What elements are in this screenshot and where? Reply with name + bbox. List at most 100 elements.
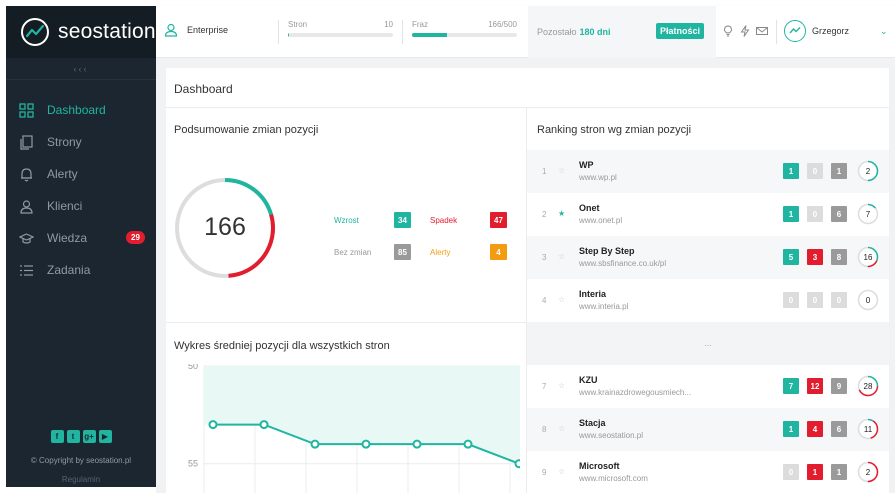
table-row[interactable]: 7 ☆ KZU www.krainazdrowegousmiech... 7 12 9 28 — [527, 365, 889, 408]
star-icon[interactable]: ☆ — [558, 467, 566, 476]
site-url: www.wp.pl — [579, 173, 617, 182]
dashboard-icon — [18, 102, 34, 118]
sidebar: seostation ‹‹‹ Dashboard Strony Alerty K… — [6, 6, 156, 487]
phrases-meter-fill — [412, 33, 447, 37]
user-menu[interactable]: Grzegorz ⌄ — [784, 20, 888, 42]
table-row[interactable]: 2 ★ Onet www.onet.pl 1 0 6 7 — [527, 193, 889, 236]
chart-point[interactable] — [310, 439, 320, 449]
star-icon[interactable]: ☆ — [558, 166, 566, 175]
site-url: www.microsoft.com — [579, 474, 648, 483]
stat-drop: Spadek — [430, 216, 457, 225]
sidebar-item-label: Alerty — [47, 167, 78, 181]
chart-point[interactable] — [361, 439, 371, 449]
phrases-ring — [857, 289, 879, 311]
sidebar-item-zadania[interactable]: Zadania — [6, 254, 156, 286]
ranking-gap: ... — [527, 322, 889, 365]
star-icon[interactable]: ★ — [558, 209, 566, 218]
drop-count: 3 — [807, 249, 823, 265]
site-name[interactable]: WP — [579, 160, 594, 170]
sidebar-item-strony[interactable]: Strony — [6, 126, 156, 158]
rank-number: 4 — [542, 296, 547, 305]
phrases-ring — [857, 246, 879, 268]
total-phrases: 2 — [865, 467, 871, 477]
average-position-line-chart: 50 55 — [188, 364, 521, 493]
drop-count: 0 — [807, 163, 823, 179]
remaining-days: 180 dni — [579, 27, 611, 37]
google-plus-icon[interactable]: g+ — [82, 430, 96, 443]
collapse-sidebar-button[interactable]: ‹‹‹ — [6, 58, 156, 80]
plan-selector[interactable]: Enterprise — [164, 23, 228, 37]
logo[interactable]: seostation — [6, 6, 156, 58]
twitter-icon[interactable]: t — [66, 430, 80, 443]
site-url: www.seostation.pl — [579, 431, 644, 440]
table-row[interactable]: 8 ☆ Stacja www.seostation.pl 1 4 6 11 — [527, 408, 889, 451]
table-row[interactable]: 4 ☆ Interia www.interia.pl 0 0 0 0 — [527, 279, 889, 322]
site-name[interactable]: Microsoft — [579, 461, 620, 471]
sidebar-item-label: Klienci — [47, 199, 83, 213]
lightning-icon[interactable] — [739, 25, 751, 37]
site-name[interactable]: Interia — [579, 289, 607, 299]
sidebar-item-wiedza[interactable]: Wiedza 29 — [6, 222, 156, 254]
star-icon[interactable]: ☆ — [558, 295, 566, 304]
clients-icon — [18, 198, 34, 214]
avatar — [784, 20, 806, 42]
table-row[interactable]: 3 ☆ Step By Step www.sbsfinance.co.uk/pl 5 3 8… — [527, 236, 889, 279]
summary-title: Podsumowanie zmian pozycji — [174, 124, 319, 136]
phrases-ring — [857, 418, 879, 440]
site-name[interactable]: Onet — [579, 203, 600, 213]
mail-icon[interactable] — [756, 25, 768, 37]
stat-no-change: Bez zmian — [334, 248, 371, 257]
star-icon[interactable]: ☆ — [558, 252, 566, 261]
stat-value-box: 85 — [394, 244, 411, 260]
ranking-title: Ranking stron wg zmian pozycji — [537, 124, 692, 136]
growth-count: 0 — [783, 292, 799, 308]
drop-count: 0 — [807, 292, 823, 308]
star-icon[interactable]: ☆ — [558, 424, 566, 433]
wiedza-count-badge: 29 — [126, 231, 145, 244]
site-name[interactable]: Stacja — [579, 418, 606, 428]
drop-count: 4 — [807, 421, 823, 437]
divider — [166, 322, 526, 323]
phrases-ring — [857, 461, 879, 483]
logo-text: seostation — [58, 20, 156, 43]
stat-label: Alerty — [430, 248, 451, 257]
sidebar-item-label: Strony — [47, 135, 82, 149]
subscription-remaining: Pozostało 180 dni Płatności — [528, 6, 716, 58]
sidebar-item-dashboard[interactable]: Dashboard — [6, 94, 156, 126]
chart-point[interactable] — [259, 420, 269, 430]
chart-point[interactable] — [412, 439, 422, 449]
lightbulb-icon[interactable] — [722, 25, 734, 37]
facebook-icon[interactable]: f — [50, 430, 64, 443]
total-phrases: 0 — [865, 295, 871, 305]
chart-point[interactable] — [514, 459, 521, 469]
bell-icon — [18, 166, 34, 182]
pages-meter-fill — [288, 33, 290, 37]
sidebar-item-klienci[interactable]: Klienci — [6, 190, 156, 222]
no-change-count: 9 — [831, 378, 847, 394]
no-change-count: 0 — [831, 292, 847, 308]
growth-count: 0 — [783, 464, 799, 480]
chart-points — [208, 420, 521, 469]
chart-point[interactable] — [208, 420, 218, 430]
sidebar-item-alerty[interactable]: Alerty — [6, 158, 156, 190]
topbar: Enterprise Stron 10 Fraz 166/500 Pozosta… — [156, 6, 895, 58]
youtube-icon[interactable]: ▶ — [98, 430, 112, 443]
table-row[interactable]: 9 ☆ Microsoft www.microsoft.com 0 1 1 2 — [527, 451, 889, 493]
seostation-avatar-icon — [789, 27, 801, 34]
phrases-meter: Fraz 166/500 — [412, 20, 517, 37]
payments-button[interactable]: Płatności — [656, 23, 705, 39]
site-name[interactable]: Step By Step — [579, 246, 635, 256]
rank-number: 8 — [542, 425, 547, 434]
drop-count: 1 — [807, 464, 823, 480]
stat-value-box: 4 — [490, 244, 507, 260]
site-name[interactable]: KZU — [579, 375, 598, 385]
rank-number: 7 — [542, 382, 547, 391]
pages-meter: Stron 10 — [288, 20, 393, 37]
table-row[interactable]: 1 ☆ WP www.wp.pl 1 0 1 2 — [527, 150, 889, 193]
rank-number: 3 — [542, 253, 547, 262]
star-icon[interactable]: ☆ — [558, 381, 566, 390]
user-icon — [164, 23, 178, 37]
terms-link[interactable]: Regulamin — [61, 475, 101, 484]
chart-point[interactable] — [463, 439, 473, 449]
growth-count: 1 — [783, 421, 799, 437]
